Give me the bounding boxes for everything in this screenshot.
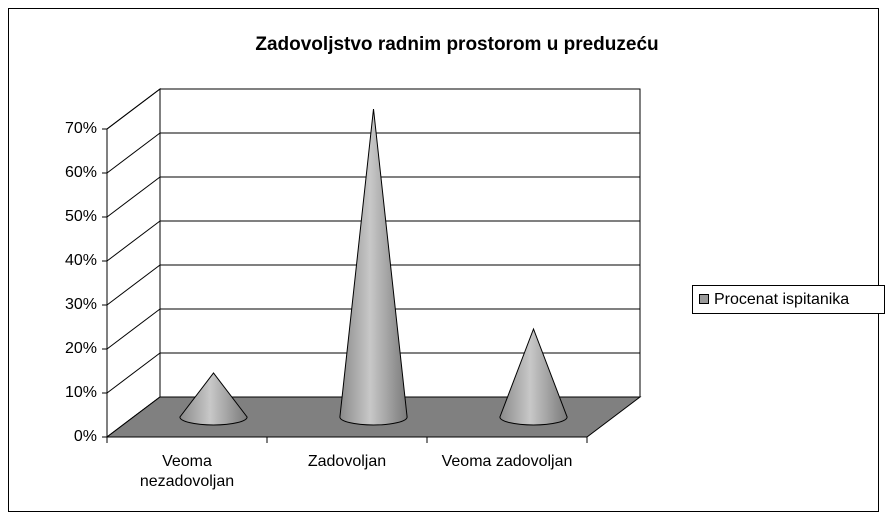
legend-box [692,285,885,314]
y-tick-label: 70% [65,120,97,137]
y-tick-label: 30% [65,296,97,313]
y-tick-label: 10% [65,384,97,401]
y-tick-label: 40% [65,252,97,269]
y-tick-label: 60% [65,164,97,181]
grid-line [106,352,161,394]
x-tick-label: Veoma zadovoljan [441,453,573,470]
grid-line [106,220,161,262]
x-tick-label: Zadovoljan [307,453,387,470]
chart-title: Zadovoljstvo radnim prostorom u preduzeć… [255,34,658,55]
y-tick-label: 0% [74,428,97,445]
back-wall [159,88,641,398]
plot: 0% 10% 20% 30% 40% 50% 60% 70% [65,87,642,445]
grid-line [106,88,161,130]
side-wall [106,87,161,439]
grid-line [106,264,161,306]
grid-line [106,132,161,174]
grid-line [106,308,161,350]
cone [339,108,408,426]
cone [179,372,248,426]
legend-swatch [699,294,709,304]
x-tick-label: Veoma nezadovoljan [139,453,235,490]
grid-line [106,176,161,218]
cone [499,327,568,426]
y-tick-label: 50% [65,208,97,225]
legend-label: Procenat ispitanika [714,291,849,308]
y-tick-label: 20% [65,340,97,357]
